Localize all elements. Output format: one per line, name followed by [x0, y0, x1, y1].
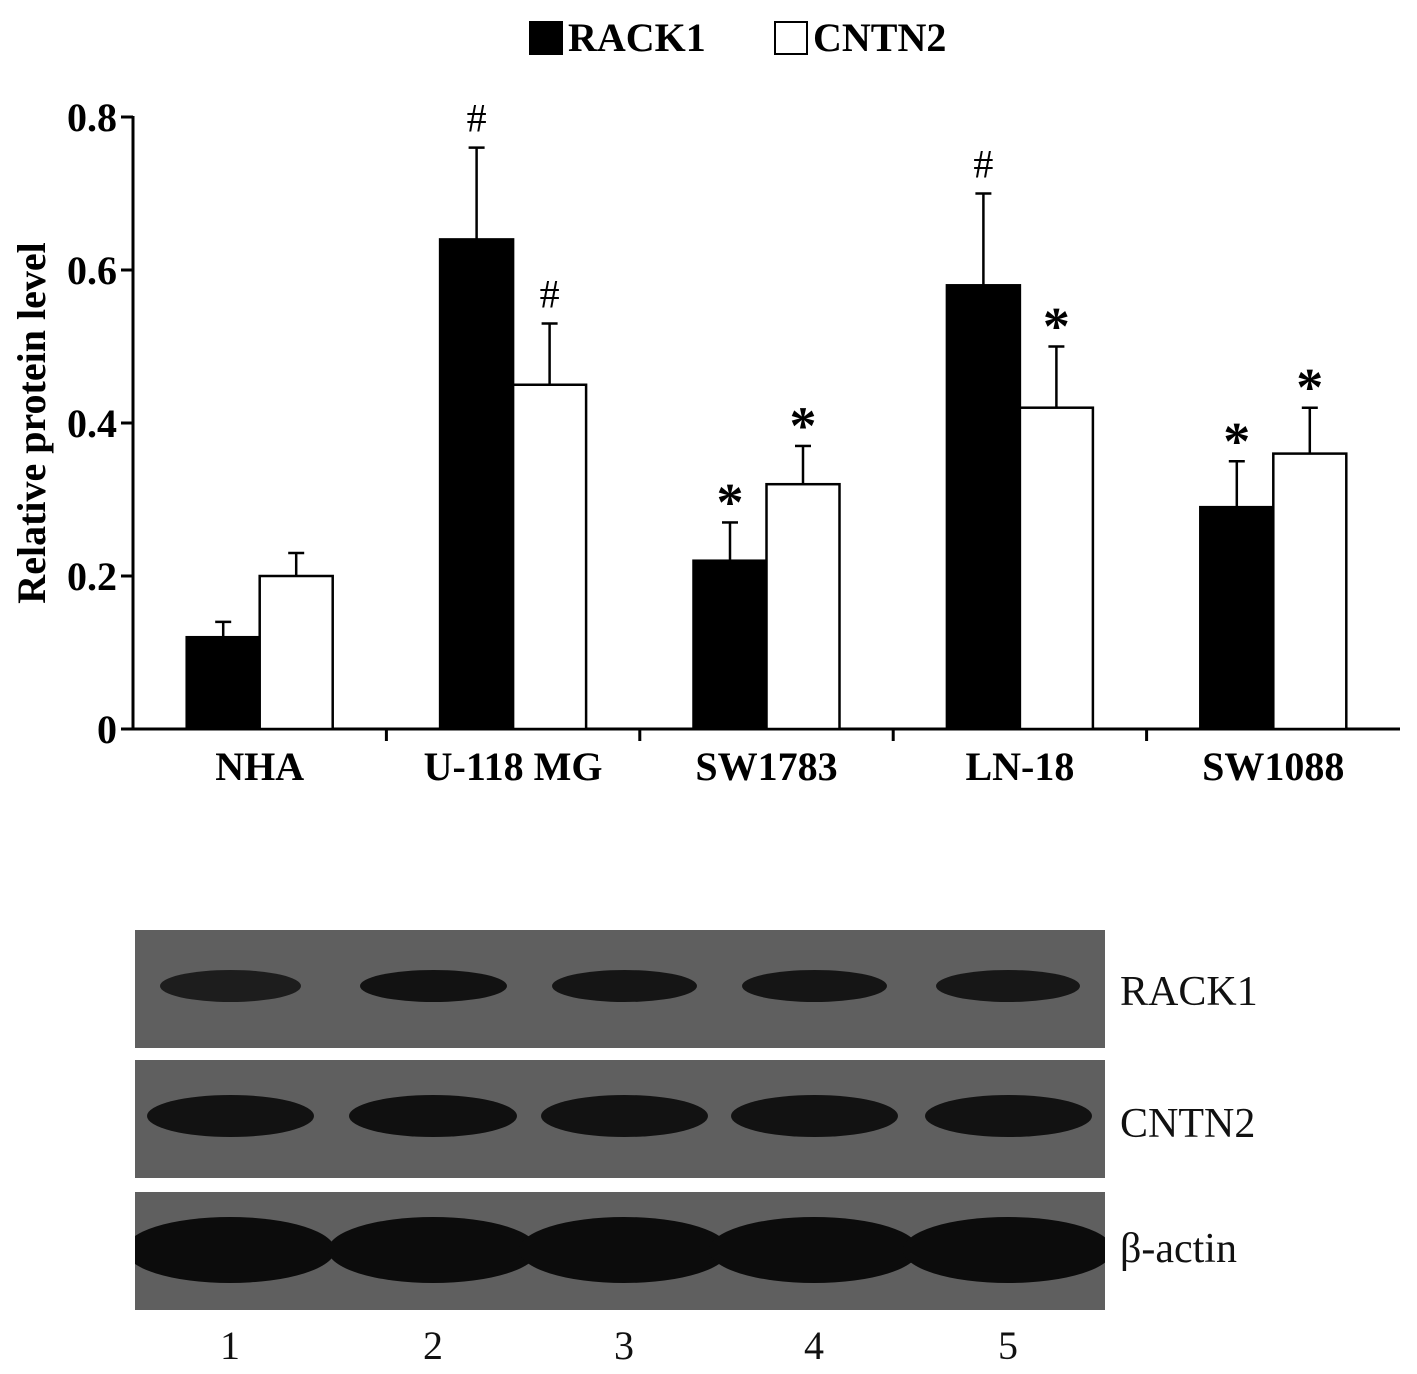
x-tick-label: NHA: [215, 744, 304, 789]
legend-swatch-cntn2: [774, 21, 808, 55]
blot-band: [159, 970, 301, 1002]
bar-rack1: [692, 559, 768, 731]
blot-label-cntn2: CNTN2: [1120, 1101, 1256, 1147]
blot-band: [328, 1217, 538, 1283]
blot-label-rack1: RACK1: [1120, 969, 1258, 1015]
significance-marker: *: [790, 396, 817, 456]
x-tick-label: SW1088: [1202, 744, 1344, 789]
bar-cntn2: [1018, 406, 1095, 731]
blot-band: [551, 970, 697, 1002]
blot-band: [349, 1095, 517, 1137]
bar-cntn2: [511, 383, 588, 731]
y-tick-label: 0.6: [67, 248, 117, 293]
blot-band: [519, 1217, 729, 1283]
bar-rack1: [185, 635, 261, 731]
significance-marker: #: [467, 96, 487, 141]
blot-band: [741, 970, 887, 1002]
y-tick-label: 0.8: [67, 95, 117, 140]
significance-marker: #: [973, 142, 993, 187]
x-tick-label: LN-18: [965, 744, 1074, 789]
blot-band: [730, 1095, 898, 1137]
blot-band: [359, 970, 507, 1002]
blot-band: [540, 1095, 708, 1137]
lane-number: 2: [423, 1323, 443, 1368]
y-axis-label: Relative protein level: [9, 242, 54, 603]
blot-row-cntn2: [135, 1060, 1105, 1178]
x-tick-label: SW1783: [695, 744, 837, 789]
blot-row-rack1: [135, 930, 1105, 1048]
legend-label-rack1: RACK1: [568, 15, 706, 60]
blot-row-beta-actin: [135, 1192, 1105, 1310]
bar-cntn2: [258, 574, 334, 731]
lane-number: 1: [220, 1323, 240, 1368]
significance-marker: #: [540, 272, 560, 317]
blot-band: [903, 1217, 1105, 1283]
legend-swatch-rack1: [529, 21, 563, 55]
significance-marker: *: [1223, 411, 1250, 471]
legend-label-cntn2: CNTN2: [813, 15, 946, 60]
lane-number: 3: [614, 1323, 634, 1368]
lane-number: 4: [804, 1323, 824, 1368]
bar-rack1: [1199, 505, 1275, 731]
bar-rack1: [945, 284, 1022, 731]
blot-label-beta-actin: β-actin: [1120, 1226, 1237, 1272]
y-tick-label: 0: [97, 707, 117, 752]
y-tick-label: 0.4: [67, 401, 117, 446]
blot-band: [135, 1217, 335, 1283]
significance-marker: *: [1043, 297, 1070, 357]
blot-band: [709, 1217, 919, 1283]
bar-cntn2: [1272, 452, 1348, 731]
significance-marker: *: [1296, 358, 1323, 418]
bar-chart: 0 0.2 0.4 0.6 0.8 Relative protein level NHA # #…: [9, 15, 1400, 789]
lane-number: 5: [998, 1323, 1018, 1368]
blot-band: [924, 1095, 1092, 1137]
blot-band: [936, 970, 1080, 1002]
y-tick-label: 0.2: [67, 554, 117, 599]
bar-cntn2: [765, 482, 841, 731]
blot-band: [146, 1095, 314, 1137]
x-tick-label: U-118 MG: [424, 744, 603, 789]
bar-rack1: [438, 238, 515, 731]
significance-marker: *: [717, 472, 744, 532]
